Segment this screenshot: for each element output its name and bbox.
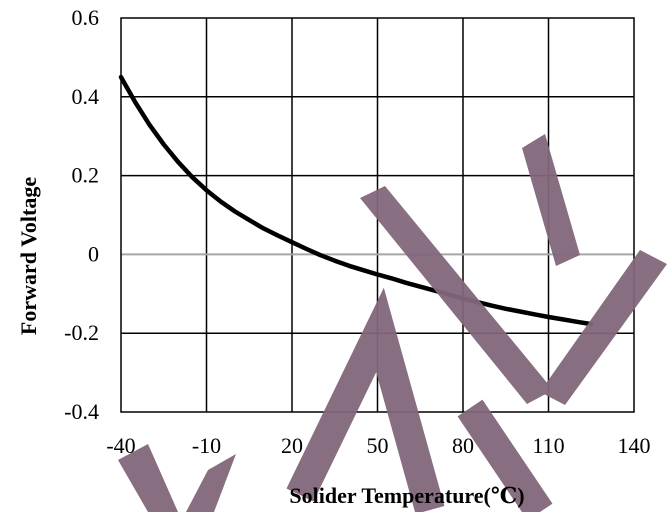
series-lines	[118, 74, 594, 327]
y-tick-label: 0.2	[72, 163, 100, 188]
x-tick-label: 80	[452, 433, 474, 458]
y-tick-label: -0.4	[64, 399, 99, 424]
y-tick-label: 0	[88, 241, 99, 266]
x-tick-label: 20	[281, 433, 303, 458]
y-tick-label: -0.2	[64, 320, 99, 345]
watermark	[118, 134, 667, 512]
y-axis-title: Forward Voltage	[16, 177, 41, 336]
y-tick-label: 0.6	[72, 5, 100, 30]
plot-area-border	[120, 17, 635, 413]
watermark-stroke-3	[360, 186, 553, 404]
y-tick-label: 0.4	[72, 84, 100, 109]
x-tick-labels: -40 -10 20 50 80 110 140	[106, 433, 650, 458]
watermark-stroke-2	[186, 454, 236, 512]
x-tick-label: -10	[192, 433, 221, 458]
y-tick-labels: 0.6 0.4 0.2 0 -0.2 -0.4	[64, 5, 99, 424]
series-line	[118, 74, 594, 327]
watermark-stroke-5	[540, 250, 667, 405]
watermark-stroke-6	[286, 287, 445, 512]
x-axis-title: Solider Temperature(℃)	[289, 483, 524, 508]
watermark-stroke-7	[457, 399, 553, 512]
watermark-stroke-1	[118, 444, 178, 512]
x-tick-label: 140	[618, 433, 651, 458]
watermark-stroke-4	[522, 134, 580, 266]
x-tick-label: 110	[532, 433, 564, 458]
x-tick-label: 50	[367, 433, 389, 458]
